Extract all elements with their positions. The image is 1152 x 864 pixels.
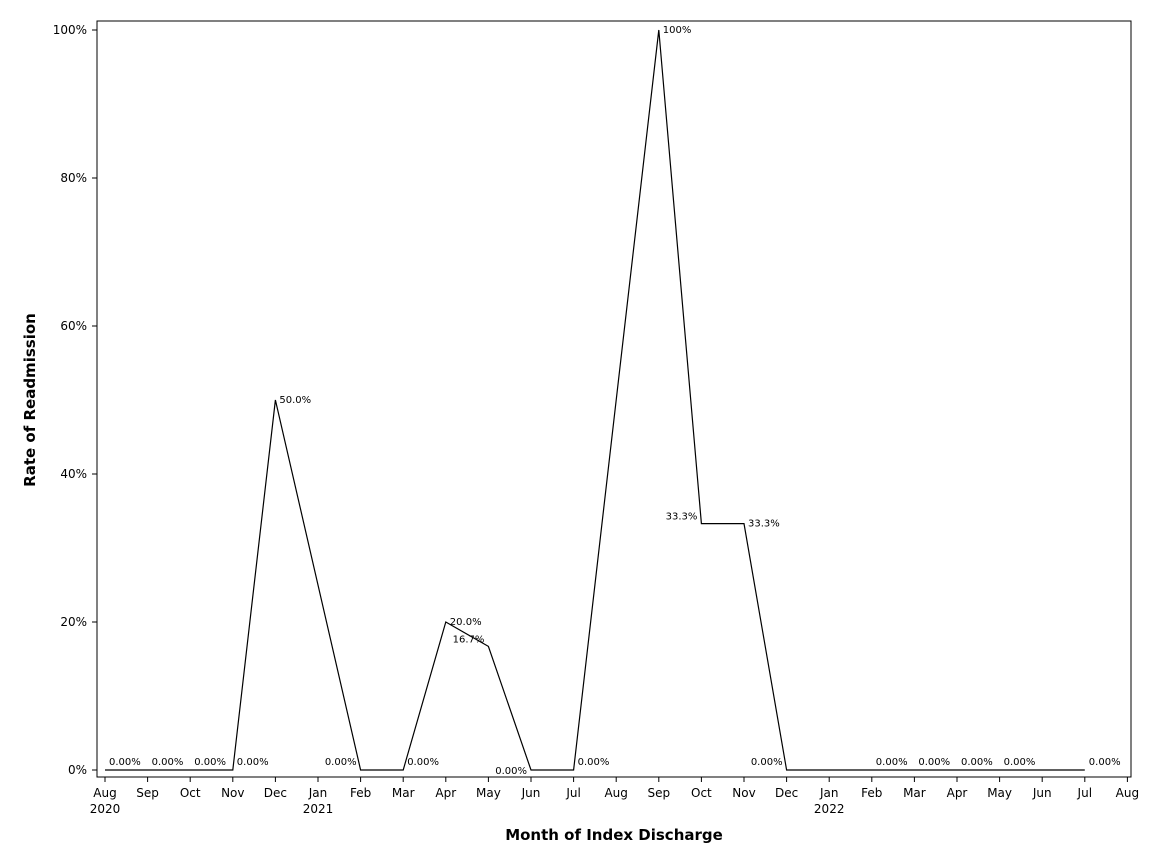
- x-tick-label: Jan: [308, 786, 328, 800]
- data-label: 0.00%: [109, 757, 141, 768]
- x-tick-label: Jun: [1032, 786, 1052, 800]
- data-label: 33.3%: [666, 512, 698, 523]
- x-tick-label: Feb: [350, 786, 371, 800]
- x-tick-year-label: 2021: [303, 802, 334, 816]
- plot-frame: [96, 20, 1132, 778]
- x-tick-label: Apr: [435, 786, 456, 800]
- data-label: 0.00%: [325, 757, 357, 768]
- data-label: 0.00%: [152, 757, 184, 768]
- x-tick-label: Mar: [392, 786, 415, 800]
- y-axis-title: Rate of Readmission: [21, 313, 39, 487]
- x-axis-title: Month of Index Discharge: [505, 826, 723, 844]
- data-label: 0.00%: [407, 757, 439, 768]
- y-tick-label: 20%: [60, 615, 87, 629]
- x-tick-label: May: [987, 786, 1012, 800]
- data-label: 100%: [663, 25, 692, 36]
- data-label: 0.00%: [751, 757, 783, 768]
- x-tick-label: Jun: [521, 786, 541, 800]
- y-tick-label: 0%: [68, 763, 87, 777]
- data-label-layer: 0.00% 0.00% 0.00% 0.00% 50.0% 0.00% 0.00% 20.0%…: [109, 25, 1121, 777]
- data-label: 33.3%: [748, 519, 780, 530]
- data-label: 0.00%: [961, 757, 993, 768]
- x-tick-label: Mar: [903, 786, 926, 800]
- data-label: 0.00%: [1004, 757, 1036, 768]
- x-tick-label: Jul: [1077, 786, 1092, 800]
- series-line: [105, 29, 1085, 771]
- y-tick-label: 100%: [53, 23, 87, 37]
- x-tick-label: Jul: [565, 786, 580, 800]
- x-tick-label: Nov: [221, 786, 244, 800]
- x-tick-label: Oct: [180, 786, 201, 800]
- data-label: 0.00%: [1089, 757, 1121, 768]
- x-tick-label: Nov: [732, 786, 755, 800]
- data-label: 0.00%: [876, 757, 908, 768]
- data-label: 0.00%: [918, 757, 950, 768]
- x-tick-label: Dec: [264, 786, 287, 800]
- y-tick-label: 40%: [60, 467, 87, 481]
- data-label: 20.0%: [450, 617, 482, 628]
- y-tick-label: 80%: [60, 171, 87, 185]
- x-axis: Aug Sep Oct Nov Dec Jan Feb Mar Apr May Jun Jul Aug S…: [90, 777, 1139, 816]
- x-tick-label: Aug: [93, 786, 116, 800]
- data-label: 16.7%: [453, 634, 485, 645]
- data-label: 0.00%: [578, 757, 610, 768]
- x-tick-year-label: 2020: [90, 802, 121, 816]
- y-axis: 0% 20% 40% 60% 80% 100%: [53, 23, 97, 777]
- x-tick-label: May: [476, 786, 501, 800]
- x-tick-label: Aug: [1116, 786, 1139, 800]
- x-tick-label: Dec: [775, 786, 798, 800]
- data-label: 50.0%: [279, 395, 311, 406]
- x-tick-label: Sep: [647, 786, 670, 800]
- x-tick-label: Feb: [861, 786, 882, 800]
- x-tick-year-label: 2022: [814, 802, 845, 816]
- x-tick-label: Aug: [604, 786, 627, 800]
- y-tick-label: 60%: [60, 319, 87, 333]
- series-layer: [105, 29, 1085, 771]
- data-label: 0.00%: [194, 757, 226, 768]
- x-tick-label: Oct: [691, 786, 712, 800]
- x-tick-label: Apr: [947, 786, 968, 800]
- x-tick-label: Jan: [819, 786, 839, 800]
- data-label: 0.00%: [237, 757, 269, 768]
- data-label: 0.00%: [495, 766, 527, 777]
- x-tick-label: Sep: [136, 786, 159, 800]
